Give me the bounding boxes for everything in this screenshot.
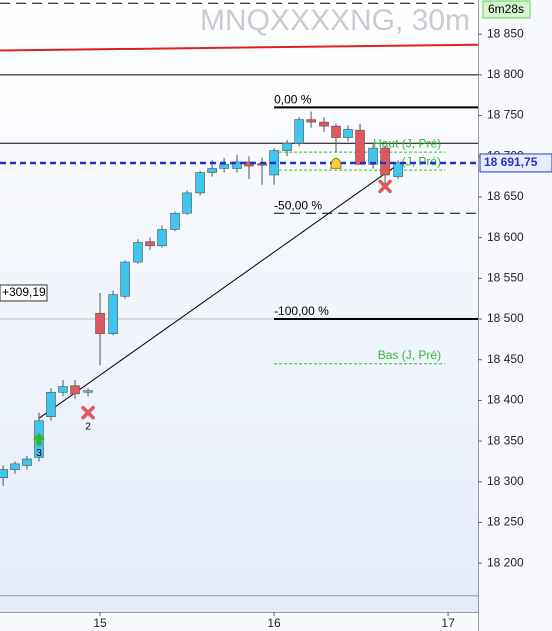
candle-body — [355, 129, 365, 165]
alert-bell — [330, 157, 342, 169]
trend-line — [38, 163, 399, 419]
candle-body — [95, 313, 105, 334]
last-price-label: 18 691,75 — [484, 155, 538, 169]
trend-line — [0, 43, 479, 52]
candle-body — [133, 242, 143, 263]
y-tick-label: 18 750 — [487, 108, 524, 122]
y-tick-label: 18 200 — [487, 555, 524, 569]
candle-body — [58, 386, 68, 393]
x-tick-label: 16 — [267, 616, 281, 630]
candle-body — [219, 164, 229, 169]
candle-body — [108, 294, 118, 334]
buy-arrow — [32, 432, 45, 446]
sell-cross — [81, 405, 95, 420]
fib-label: -50,00 % — [274, 198, 322, 212]
candle-body — [182, 192, 192, 214]
candle-body — [306, 119, 316, 123]
candle-body — [393, 162, 403, 177]
prior-day-label: Haut (J, Pré) — [373, 136, 441, 150]
y-tick-label: 18 800 — [487, 67, 524, 81]
candle-body — [157, 229, 167, 247]
candle-body — [331, 125, 341, 138]
y-tick-label: 18 300 — [487, 474, 524, 488]
timer: 6m28s — [488, 2, 524, 16]
y-tick-label: 18 350 — [487, 433, 524, 447]
prior-day-label: Bas (J, Pré) — [378, 348, 441, 362]
y-tick-label: 18 400 — [487, 393, 524, 407]
y-tick-label: 18 500 — [487, 311, 524, 325]
candle-body — [170, 212, 180, 230]
y-axis-panel — [478, 0, 552, 631]
candle-body — [343, 129, 353, 138]
candle-body — [0, 469, 8, 479]
y-tick-label: 18 850 — [487, 26, 524, 40]
candle-body — [195, 172, 205, 194]
y-tick-label: 18 250 — [487, 515, 524, 529]
marker-label: 3 — [36, 448, 42, 459]
candle-body — [207, 168, 217, 173]
prior-day-label: (J, Pré) — [402, 154, 441, 168]
y-tick-label: 18 600 — [487, 230, 524, 244]
candle-body — [282, 142, 292, 151]
chart-title: MNQXXXXNG, 30m — [200, 4, 470, 37]
candle-body — [294, 119, 304, 144]
candle-body — [380, 147, 390, 176]
candle-body — [22, 458, 32, 466]
candle-body — [145, 241, 155, 247]
marker-label: 2 — [85, 421, 91, 432]
candle-body — [70, 385, 80, 395]
candle-body — [10, 463, 20, 470]
y-tick-label: 18 650 — [487, 189, 524, 203]
fib-label: 0,00 % — [274, 93, 312, 107]
candle-body — [319, 121, 329, 127]
last-price-box — [479, 153, 552, 173]
x-tick-label: 17 — [441, 616, 455, 630]
y-tick-label: 18 550 — [487, 271, 524, 285]
fib-label: -100,00 % — [274, 304, 329, 318]
candle-body — [232, 161, 242, 169]
candle-body — [120, 261, 130, 297]
x-axis-panel — [0, 612, 478, 631]
candle-body — [46, 391, 56, 417]
plot-background — [0, 0, 478, 612]
annotation-box — [0, 284, 48, 302]
timer-box — [482, 0, 531, 19]
candle-body — [83, 390, 93, 393]
y-tick-label: 18 450 — [487, 352, 524, 366]
sell-cross — [378, 179, 392, 194]
candle-body — [368, 147, 378, 165]
x-tick-label: 15 — [93, 616, 107, 630]
annotation: +309,19 — [2, 285, 46, 299]
